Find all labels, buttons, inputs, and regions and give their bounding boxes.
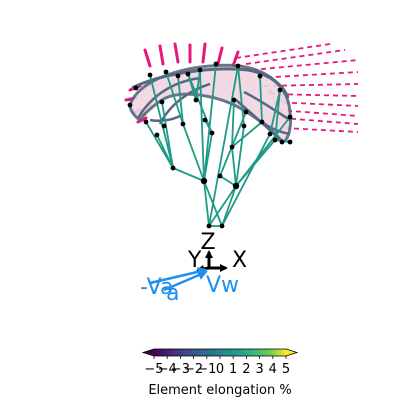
bridle-node bbox=[198, 68, 203, 73]
bridle-node bbox=[128, 103, 133, 108]
va-vector-label-shadow: a bbox=[166, 281, 179, 306]
bridle-node bbox=[236, 64, 241, 69]
colorbar-gradient bbox=[154, 349, 286, 356]
bridle-line bbox=[183, 124, 204, 181]
bridle-node bbox=[280, 140, 285, 145]
colorbar-tick-label: 4 bbox=[269, 362, 277, 377]
bridle-node bbox=[160, 100, 165, 105]
bridle-node bbox=[242, 124, 247, 129]
bridle-node bbox=[232, 98, 237, 103]
wind-streak-solid bbox=[203, 44, 205, 62]
bridle-node bbox=[134, 86, 139, 91]
bridle-node bbox=[194, 98, 199, 103]
velocity-vectors: -Va a Vw bbox=[140, 270, 239, 306]
bridle-node bbox=[268, 132, 273, 137]
colorbar-extend-high bbox=[286, 349, 297, 356]
reference-frame: Z X Y bbox=[187, 230, 247, 273]
bridle-node bbox=[186, 72, 191, 77]
bridle-node bbox=[288, 115, 293, 120]
bridle-node bbox=[181, 122, 186, 127]
bridle-line bbox=[232, 147, 236, 186]
colorbar-label: Element elongation % bbox=[0, 383, 400, 398]
bridle-node bbox=[171, 166, 176, 171]
x-axis-label: X bbox=[232, 248, 247, 273]
bridle-node bbox=[258, 74, 263, 79]
bridle-node bbox=[278, 88, 283, 93]
bridle-node bbox=[155, 133, 160, 138]
bridle-node bbox=[230, 145, 235, 150]
wind-streak-dashed bbox=[258, 72, 358, 78]
bridle-line bbox=[222, 134, 270, 226]
colorbar-tick-label: 2 bbox=[242, 362, 250, 377]
bridle-node bbox=[260, 120, 265, 125]
bridle-node bbox=[164, 70, 169, 75]
bridle-node bbox=[233, 183, 239, 189]
bridle-node bbox=[201, 178, 207, 184]
bridle-node bbox=[220, 224, 225, 229]
wind-streak-dashed bbox=[236, 44, 330, 58]
wind-streak-dashed bbox=[246, 50, 345, 64]
colorbar-tick-label: 5 bbox=[282, 362, 290, 377]
wind-streak-solid bbox=[145, 50, 150, 66]
z-axis-label: Z bbox=[200, 230, 215, 255]
wind-streak-dashed bbox=[282, 118, 358, 124]
y-axis-label: Y bbox=[187, 248, 202, 273]
colorbar-tick-label: 1 bbox=[229, 362, 237, 377]
bridle-node bbox=[148, 73, 153, 78]
bridle-node bbox=[273, 138, 278, 143]
wind-streak-dashed bbox=[285, 128, 358, 132]
wind-streak-solid bbox=[218, 48, 222, 64]
colorbar-ticks bbox=[154, 356, 286, 359]
bridle-node bbox=[144, 120, 149, 125]
bridle-node bbox=[244, 110, 249, 115]
colorbar-tick-label: −1 bbox=[197, 362, 216, 377]
colorbar bbox=[143, 349, 297, 359]
bridle-node bbox=[218, 174, 223, 179]
bridle-node bbox=[162, 124, 167, 129]
wind-streak-solid bbox=[175, 44, 178, 62]
bridle-node bbox=[210, 131, 215, 136]
bridle-node bbox=[288, 140, 293, 145]
bridle-node bbox=[214, 62, 219, 67]
bridle-node bbox=[207, 224, 212, 229]
vw-vector-label: Vw bbox=[206, 273, 239, 298]
colorbar-tick-label: 3 bbox=[255, 362, 263, 377]
bridle-node bbox=[176, 74, 181, 79]
wind-streak-solid bbox=[160, 46, 163, 64]
colorbar-extend-low bbox=[143, 349, 154, 356]
colorbar-tick-label: 0 bbox=[216, 362, 224, 377]
bridle-line bbox=[222, 186, 236, 226]
bridle-node bbox=[203, 118, 208, 123]
